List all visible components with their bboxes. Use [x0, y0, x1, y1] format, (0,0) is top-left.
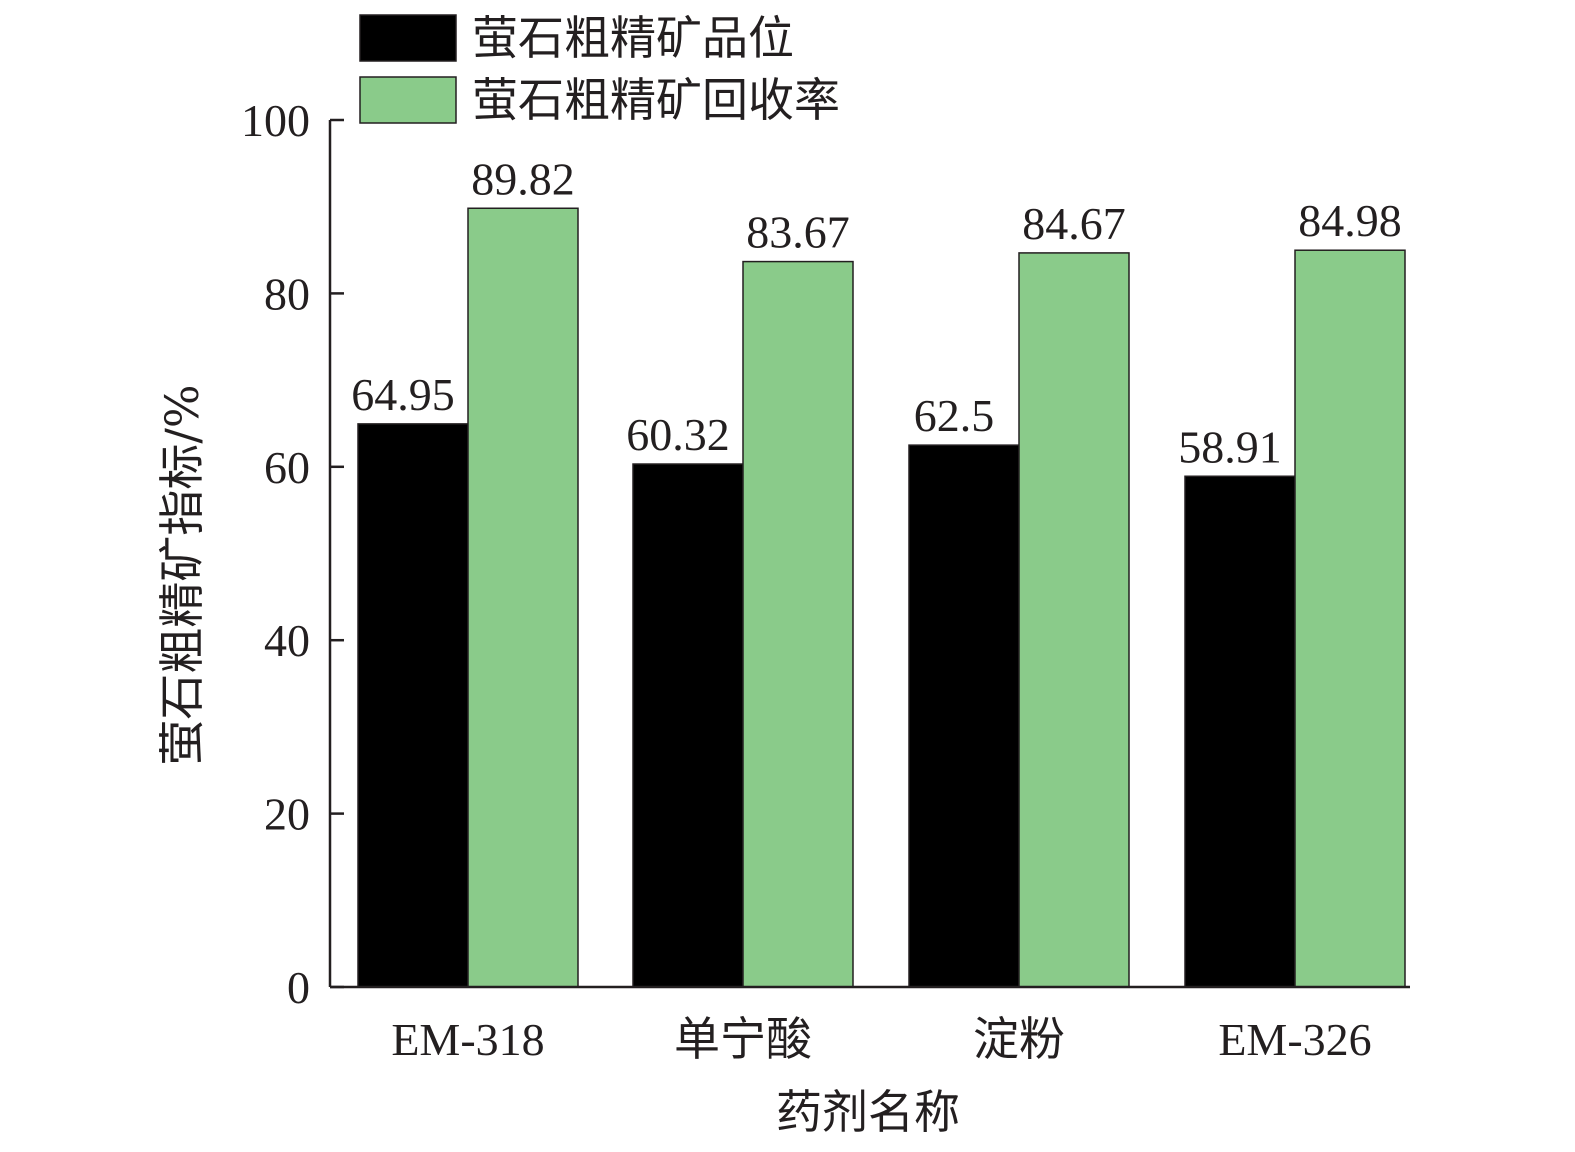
x-ticks: EM-318 单宁酸 淀粉 EM-326	[391, 1014, 1371, 1065]
bar-grade-2	[632, 463, 744, 988]
bar-recovery-2	[742, 260, 854, 988]
x-tick-label-4: EM-326	[1218, 1014, 1371, 1065]
y-tick-label: 40	[264, 615, 310, 666]
bar-recovery-1	[467, 207, 579, 988]
legend-label-grade: 萤石粗精矿品位	[472, 11, 794, 65]
data-label-grade-2: 60.32	[626, 409, 730, 460]
y-tick-label: 20	[264, 789, 310, 840]
axes	[328, 120, 1410, 989]
x-tick-label-3: 淀粉	[973, 1014, 1065, 1065]
x-tick-label-2: 单宁酸	[674, 1014, 812, 1065]
data-label-grade-4: 58.91	[1178, 421, 1282, 472]
x-axis-title: 药剂名称	[776, 1085, 960, 1139]
data-label-recovery-4: 84.98	[1298, 195, 1402, 246]
bar-recovery-3	[1018, 252, 1130, 988]
bar-grade-3	[908, 444, 1020, 988]
bars-layer	[357, 207, 1406, 988]
legend-label-recovery: 萤石粗精矿回收率	[472, 73, 840, 127]
legend-swatch-grade	[359, 14, 457, 62]
data-labels-layer: 64.95 60.32 62.5 58.91 89.82 83.67 84.67 84.98	[351, 153, 1402, 472]
y-tick-label: 60	[264, 442, 310, 493]
data-label-grade-1: 64.95	[351, 369, 455, 420]
bar-grade-1	[357, 423, 469, 988]
data-label-recovery-2: 83.67	[746, 207, 850, 258]
data-label-recovery-3: 84.67	[1022, 198, 1126, 249]
legend-swatch-recovery	[359, 76, 457, 124]
bar-grade-4	[1184, 475, 1296, 988]
bar-recovery-4	[1294, 249, 1406, 988]
y-tick-label: 0	[287, 962, 310, 1013]
y-tick-label: 100	[241, 95, 310, 146]
y-axis-title: 萤石粗精矿指标/%	[155, 384, 209, 765]
x-tick-label-1: EM-318	[391, 1014, 544, 1065]
y-tick-label: 80	[264, 268, 310, 319]
data-label-recovery-1: 89.82	[471, 153, 575, 204]
y-ticks: 0 20 40 60 80 100	[241, 95, 344, 1013]
data-label-grade-3: 62.5	[914, 390, 995, 441]
